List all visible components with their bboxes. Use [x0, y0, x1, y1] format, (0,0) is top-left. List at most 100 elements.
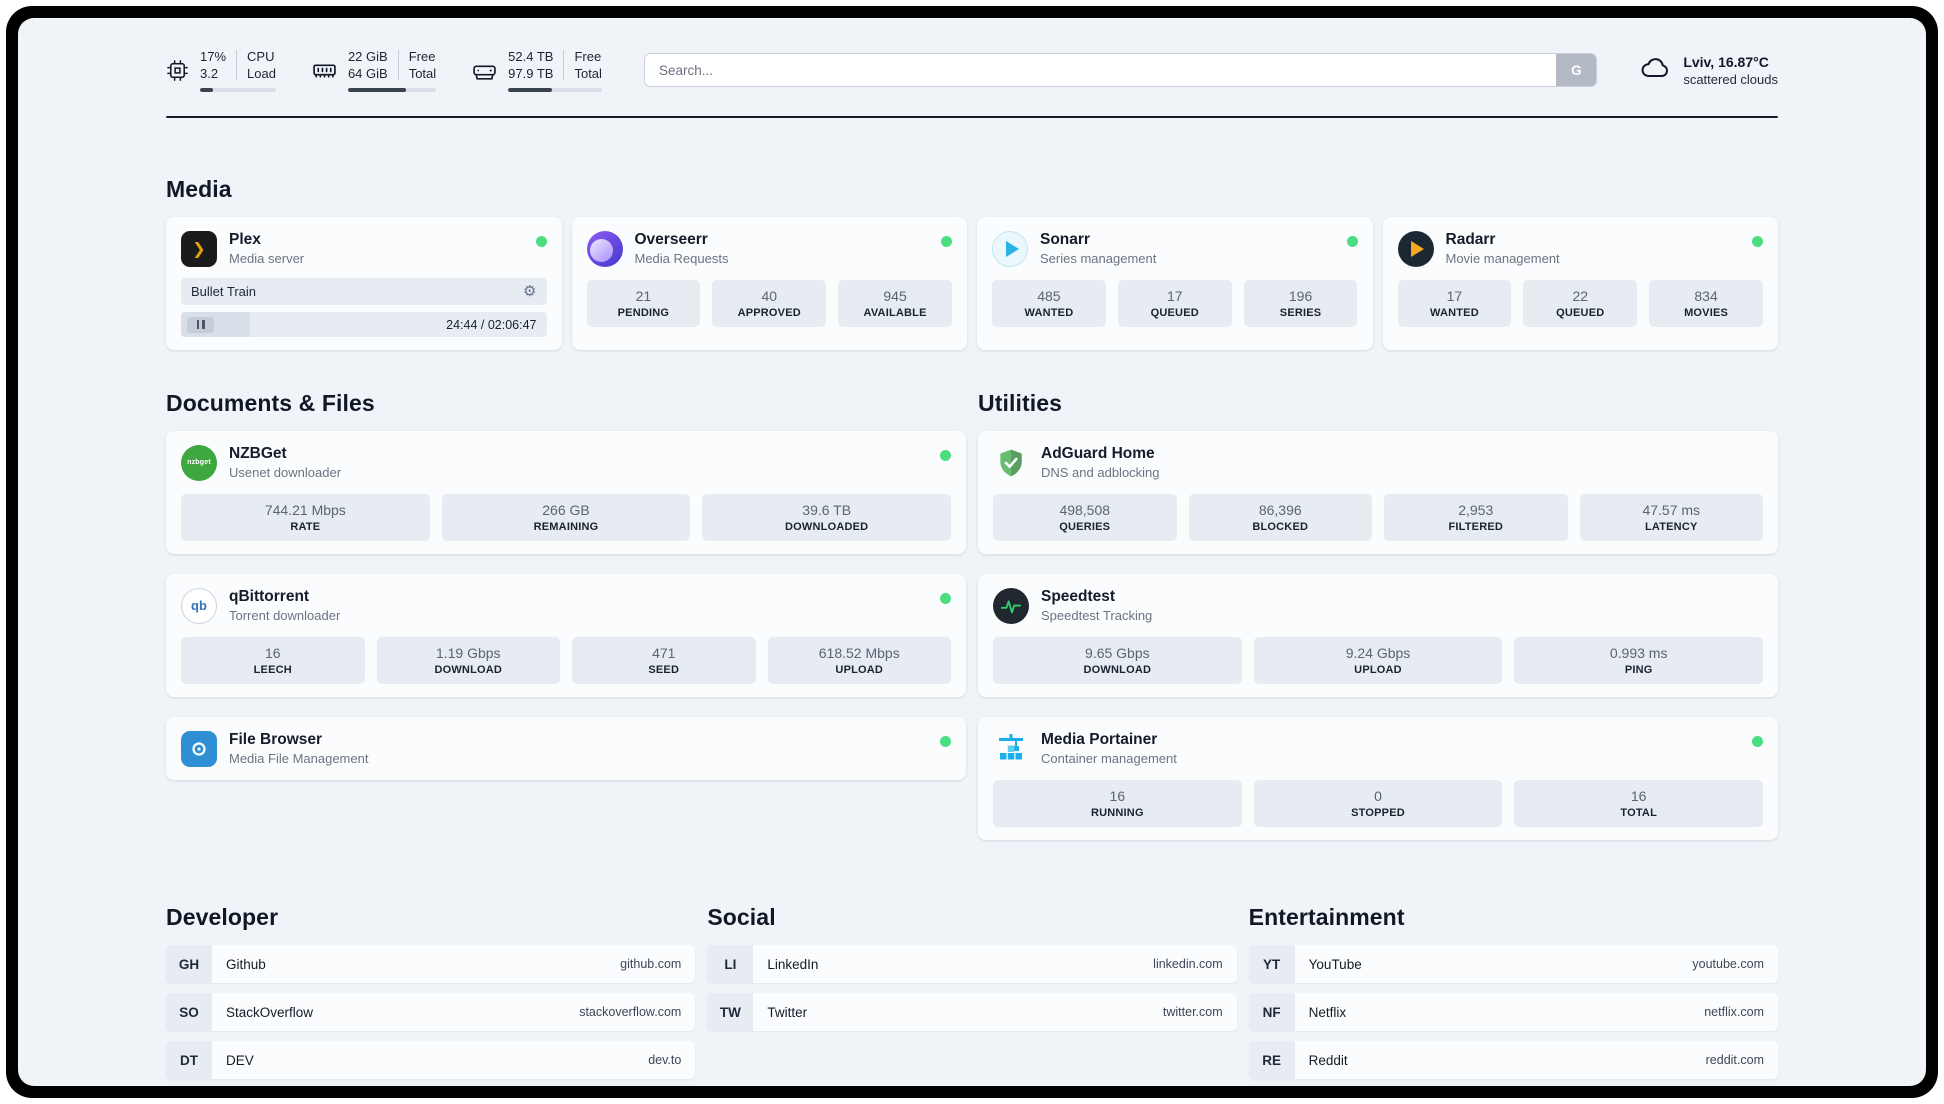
cpu-progress-bar — [200, 88, 276, 92]
app-subtitle: Usenet downloader — [229, 465, 342, 480]
stat-value: 485 — [1037, 288, 1061, 304]
weather-condition: scattered clouds — [1683, 71, 1778, 87]
bookmark-url: reddit.com — [1705, 1053, 1764, 1067]
app-subtitle: Container management — [1041, 751, 1177, 766]
app-subtitle: Torrent downloader — [229, 608, 341, 623]
bookmark-name: DEV — [226, 1052, 254, 1068]
bookmark-github[interactable]: GH Github github.com — [166, 945, 696, 983]
bookmark-group-social: Social LI LinkedIn linkedin.com TW Twitt… — [707, 904, 1237, 1041]
stat-label: RUNNING — [1090, 807, 1144, 819]
section-title-developer: Developer — [166, 904, 279, 930]
app-card-radarr[interactable]: Radarr Movie management 17 WANTED 2 — [1382, 217, 1778, 350]
stat-tile: 17 QUEUED — [1117, 280, 1232, 327]
disk-progress-fill — [508, 88, 553, 92]
system-stats: 17% 3.2 CPU Load — [166, 48, 602, 92]
app-card-nzbget[interactable]: nzbget NZBGet Usenet downloader 744.21 M… — [166, 431, 966, 554]
bookmark-linkedin[interactable]: LI LinkedIn linkedin.com — [707, 945, 1237, 983]
app-card-sonarr[interactable]: Sonarr Series management 485 WANTED — [977, 217, 1373, 350]
stat-label: BLOCKED — [1252, 521, 1309, 533]
bookmark-name: LinkedIn — [767, 956, 819, 972]
app-name: Overseerr — [634, 231, 708, 248]
stat-value: 0 — [1374, 788, 1382, 804]
app-name: Media Portainer — [1041, 731, 1158, 748]
search-input[interactable] — [643, 53, 1598, 87]
bookmark-twitter[interactable]: TW Twitter twitter.com — [707, 993, 1237, 1031]
divider — [563, 50, 565, 80]
stat-value: 834 — [1694, 288, 1718, 304]
gear-icon[interactable]: ⚙ — [523, 283, 537, 300]
portainer-icon — [993, 731, 1029, 767]
cpu-stat-widget: 17% 3.2 CPU Load — [166, 48, 276, 92]
app-subtitle: DNS and adblocking — [1041, 465, 1160, 480]
stat-label: DOWNLOAD — [434, 664, 503, 676]
stat-value: 196 — [1288, 288, 1313, 304]
playback-progress-bar[interactable]: 24:44 / 02:06:47 — [181, 312, 547, 337]
bookmark-abbr: TW — [707, 993, 754, 1031]
stat-tile: 86,396 BLOCKED — [1188, 494, 1372, 541]
stat-tile: 16 TOTAL — [1514, 780, 1764, 827]
stat-tile: 945 AVAILABLE — [838, 280, 952, 327]
app-name: qBittorrent — [229, 588, 310, 605]
bookmark-url: stackoverflow.com — [579, 1005, 682, 1019]
ram-progress-fill — [347, 88, 407, 92]
app-card-speedtest[interactable]: Speedtest Speedtest Tracking 9.65 Gbps D… — [978, 574, 1778, 697]
app-card-adguard[interactable]: AdGuard Home DNS and adblocking 498,508 … — [978, 431, 1778, 554]
stat-label: QUERIES — [1059, 521, 1111, 533]
bookmark-name: StackOverflow — [226, 1004, 314, 1020]
bookmark-name: Netflix — [1308, 1004, 1347, 1020]
stat-label: RATE — [290, 521, 321, 533]
bookmark-url: dev.to — [648, 1053, 682, 1067]
bookmark-abbr: RE — [1248, 1041, 1295, 1079]
stat-value: 22 — [1572, 288, 1589, 304]
bookmark-name: YouTube — [1308, 956, 1362, 972]
stat-label: MOVIES — [1684, 307, 1729, 319]
stat-tile: 471 SEED — [572, 637, 756, 684]
stat-tile: 1.19 Gbps DOWNLOAD — [376, 637, 560, 684]
section-title-documents: Documents & Files — [166, 390, 375, 416]
stat-value: 86,396 — [1258, 502, 1302, 518]
stat-tile: 834 MOVIES — [1649, 280, 1763, 327]
app-card-filebrowser[interactable]: File Browser Media File Management — [166, 717, 966, 780]
app-card-portainer[interactable]: Media Portainer Container management 16 … — [978, 717, 1778, 840]
disk-free-value: 52.4 TB — [508, 49, 554, 64]
bookmark-dev[interactable]: DT DEV dev.to — [166, 1041, 696, 1079]
stat-tile: 0.993 ms PING — [1514, 637, 1764, 684]
stat-label: DOWNLOAD — [1083, 664, 1152, 676]
stat-value: 2,953 — [1458, 502, 1494, 518]
app-card-qbittorrent[interactable]: qb qBittorrent Torrent downloader 16 LEE… — [166, 574, 966, 697]
disk-progress-bar — [508, 88, 602, 92]
stat-label: REMAINING — [533, 521, 599, 533]
bookmark-reddit[interactable]: RE Reddit reddit.com — [1248, 1041, 1778, 1079]
cpu-load-label: Load — [247, 66, 276, 81]
bookmark-abbr: LI — [707, 945, 754, 983]
app-name: Radarr — [1445, 231, 1496, 248]
stat-label: APPROVED — [737, 307, 801, 319]
search-engine-button[interactable]: G — [1556, 54, 1597, 86]
disk-total-label: Total — [574, 66, 602, 81]
sonarr-icon — [992, 230, 1028, 267]
status-online-dot — [941, 236, 952, 247]
bookmark-stackoverflow[interactable]: SO StackOverflow stackoverflow.com — [166, 993, 696, 1031]
app-name: Speedtest — [1041, 588, 1116, 605]
bookmark-url: github.com — [620, 957, 682, 971]
bookmark-url: twitter.com — [1162, 1005, 1223, 1019]
stat-tile: 485 WANTED — [992, 280, 1106, 327]
top-bar: 17% 3.2 CPU Load — [166, 18, 1778, 92]
stat-label: STOPPED — [1351, 807, 1405, 819]
pause-button[interactable] — [187, 316, 214, 333]
stat-label: SERIES — [1279, 307, 1322, 319]
status-online-dot — [940, 736, 951, 747]
stat-value: 16 — [1630, 788, 1647, 804]
app-card-overseerr[interactable]: Overseerr Media Requests 21 PENDING — [571, 217, 967, 350]
ram-stat-widget: 22 GiB 64 GiB Free Total — [312, 48, 437, 92]
status-online-dot — [940, 450, 951, 461]
bookmark-netflix[interactable]: NF Netflix netflix.com — [1248, 993, 1778, 1031]
stat-value: 17 — [1166, 288, 1183, 304]
cloud-icon — [1639, 52, 1671, 89]
content-container: 17% 3.2 CPU Load — [166, 18, 1778, 1086]
stat-tile: 16 LEECH — [181, 637, 365, 684]
stat-value: 17 — [1446, 288, 1463, 304]
ram-free-value: 22 GiB — [347, 49, 388, 64]
app-card-plex[interactable]: ❯ Plex Media server Bullet Train ⚙ — [166, 217, 562, 350]
bookmark-youtube[interactable]: YT YouTube youtube.com — [1248, 945, 1778, 983]
